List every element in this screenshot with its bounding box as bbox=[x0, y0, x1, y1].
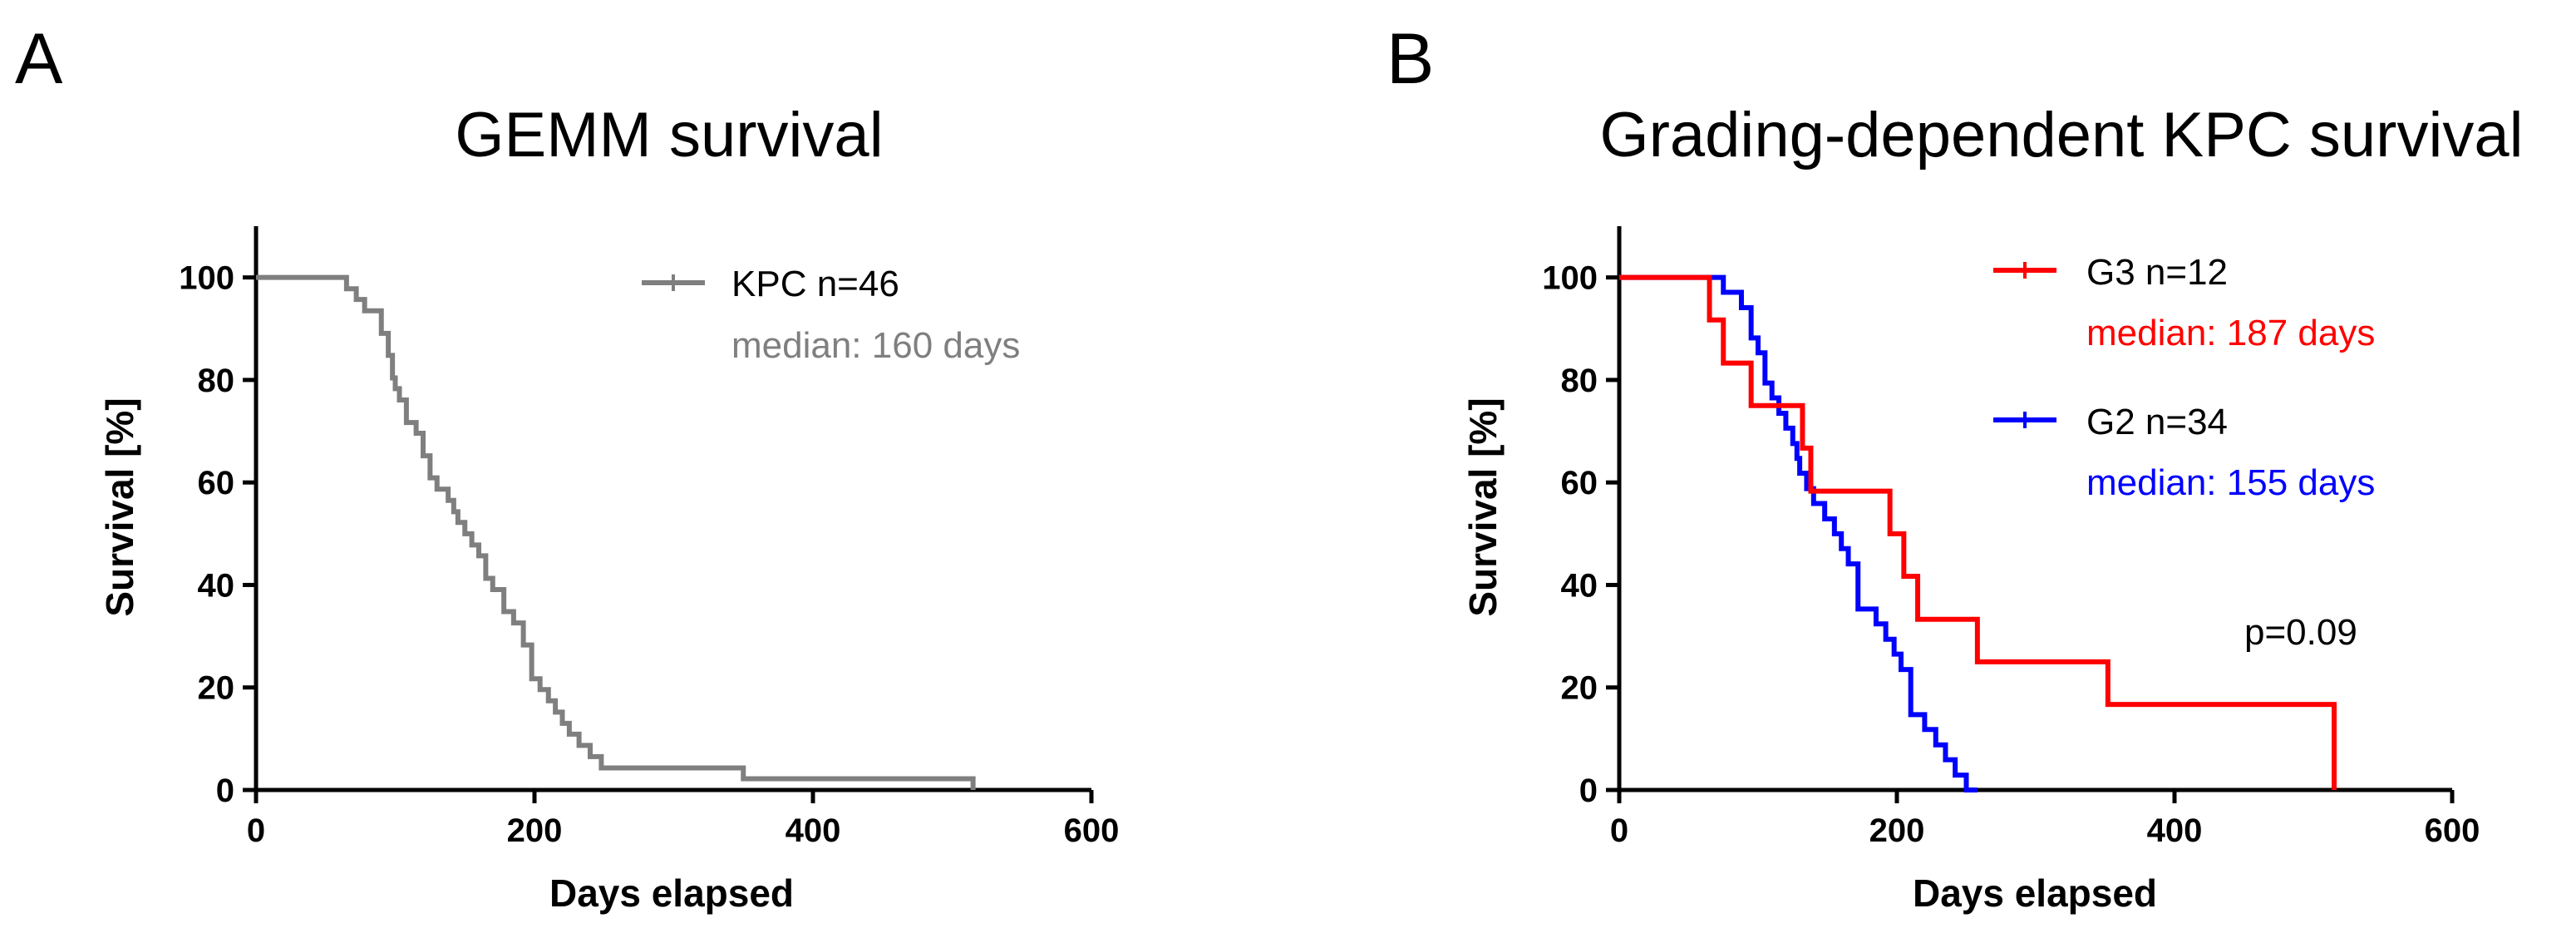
series-line-g2 bbox=[1619, 274, 1978, 792]
panel-b-legend: G3 n=12 median: 187 days G2 n=34 median:… bbox=[1993, 252, 2375, 503]
panel-b: B Grading-dependent KPC survival Surviva… bbox=[1387, 19, 2524, 915]
x-tick-label: 600 bbox=[2425, 812, 2480, 849]
legend-g2-median: median: 155 days bbox=[2086, 462, 2375, 503]
series-line-kpc bbox=[256, 274, 976, 790]
legend-g2-label: G2 n=34 bbox=[2086, 402, 2228, 442]
y-tick-label: 80 bbox=[198, 363, 235, 399]
x-tick-label: 0 bbox=[247, 812, 265, 849]
y-tick-label: 80 bbox=[1561, 363, 1598, 399]
series-line-g3 bbox=[1619, 274, 2337, 790]
panel-a-y-axis-label: Survival [%] bbox=[98, 397, 141, 616]
panel-a-title: GEMM survival bbox=[455, 100, 883, 170]
x-tick-label: 0 bbox=[1610, 812, 1628, 849]
y-tick-label: 100 bbox=[1542, 260, 1598, 297]
x-tick-label: 400 bbox=[2147, 812, 2203, 849]
legend-g3-label: G3 n=12 bbox=[2086, 252, 2228, 293]
y-tick-label: 20 bbox=[1561, 670, 1598, 707]
y-tick-label: 20 bbox=[198, 670, 235, 707]
panel-b-x-axis-label: Days elapsed bbox=[1913, 871, 2157, 915]
y-tick-label: 0 bbox=[216, 773, 234, 809]
legend-kpc-label: KPC n=46 bbox=[731, 264, 899, 304]
y-tick-label: 0 bbox=[1579, 773, 1598, 809]
y-tick-label: 40 bbox=[198, 567, 235, 604]
panel-b-y-axis-label: Survival [%] bbox=[1461, 397, 1505, 616]
panel-a: A GEMM survival Survival [%] Days elapse… bbox=[15, 19, 1119, 915]
legend-kpc-median: median: 160 days bbox=[731, 325, 1020, 366]
x-tick-label: 200 bbox=[1869, 812, 1925, 849]
x-tick-label: 200 bbox=[507, 812, 563, 849]
panel-a-legend: KPC n=46 median: 160 days bbox=[642, 264, 1020, 366]
y-tick-label: 60 bbox=[198, 465, 235, 501]
x-tick-label: 600 bbox=[1064, 812, 1120, 849]
panel-a-plot-area: 0 20 40 60 80 100 0 200 400 600 bbox=[179, 226, 1119, 849]
y-tick-label: 40 bbox=[1561, 567, 1598, 604]
y-tick-label: 100 bbox=[179, 260, 234, 297]
x-tick-label: 400 bbox=[786, 812, 841, 849]
y-tick-label: 60 bbox=[1561, 465, 1598, 501]
legend-g3-median: median: 187 days bbox=[2086, 313, 2375, 353]
panel-letter-b: B bbox=[1387, 19, 1434, 99]
panel-a-x-axis-label: Days elapsed bbox=[549, 871, 794, 915]
panel-b-plot-area: 0 20 40 60 80 100 0 200 400 600 bbox=[1542, 226, 2480, 849]
panel-b-title: Grading-dependent KPC survival bbox=[1599, 100, 2523, 170]
panel-letter-a: A bbox=[15, 19, 63, 99]
p-value-annotation: p=0.09 bbox=[2244, 612, 2357, 653]
